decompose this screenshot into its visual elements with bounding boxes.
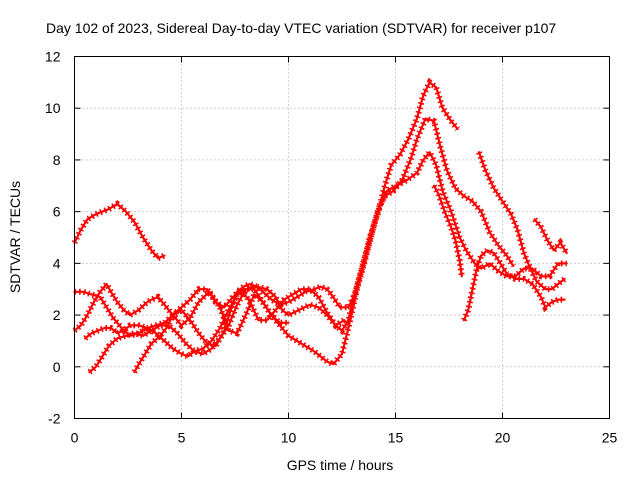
series-arc-6 (131, 284, 346, 374)
series-arc-3 (73, 114, 516, 360)
y-tick-label: 12 (45, 49, 61, 65)
x-tick-label: 0 (71, 430, 79, 446)
y-tick-label: -2 (48, 411, 61, 427)
series-markers (131, 284, 346, 374)
ticks: 0 5 10 15 20 25 -2 0 2 4 6 8 10 12 (45, 49, 618, 446)
x-tick-label: 20 (495, 430, 511, 446)
series-markers (461, 246, 565, 322)
series-markers (476, 151, 567, 293)
x-tick-label: 5 (178, 430, 186, 446)
series-arc-7 (461, 246, 566, 322)
y-tick-label: 2 (53, 307, 61, 323)
grid (74, 56, 610, 419)
series-arc-5 (87, 286, 290, 375)
plot-frame (74, 56, 610, 419)
x-tick-label: 15 (388, 430, 404, 446)
series-markers (71, 200, 166, 262)
y-tick-label: 6 (53, 204, 61, 220)
series-layer (71, 77, 570, 375)
y-tick-label: 10 (45, 100, 61, 116)
series-arc-1 (71, 200, 166, 262)
series-markers (431, 184, 465, 277)
x-tick-label: 10 (281, 430, 297, 446)
series-arc-10 (431, 184, 465, 278)
series-markers (87, 286, 289, 375)
y-tick-label: 4 (53, 255, 61, 271)
y-axis-label: SDTVAR / TECUs (7, 181, 23, 293)
series-markers (74, 114, 516, 360)
series-markers (532, 217, 570, 256)
series-line (477, 151, 566, 291)
y-tick-label: 8 (53, 152, 61, 168)
x-tick-label: 25 (602, 430, 618, 446)
y-tick-label: 0 (53, 359, 61, 375)
chart-title: Day 102 of 2023, Sidereal Day-to-day VTE… (46, 20, 556, 36)
series-arc-4 (83, 77, 460, 350)
series-arc-9 (532, 217, 570, 256)
series-arc-8 (476, 151, 567, 293)
series-markers (83, 77, 460, 350)
x-axis-label: GPS time / hours (287, 457, 394, 473)
